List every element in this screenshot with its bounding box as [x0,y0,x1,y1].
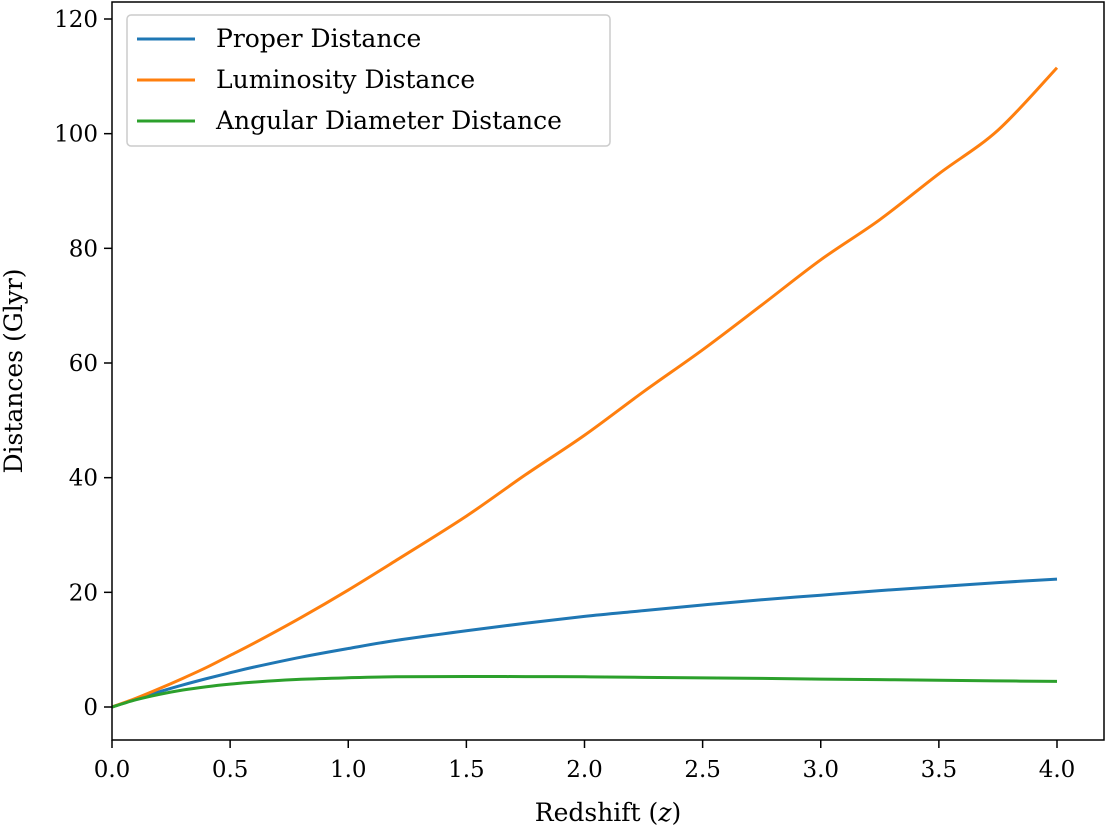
legend-box [126,14,611,147]
series-line-proper-distance [111,577,1058,709]
plot-frame [111,1,1105,741]
x-tick-label: 1.5 [448,757,485,783]
y-tick-label: 40 [69,466,98,492]
legend-label-angular-diameter-distance: Angular Diameter Distance [215,106,562,135]
x-axis: 0.0 0.5 1.0 1.5 2.0 2.5 3.0 3.5 4.0 [94,740,1076,783]
x-tick-label: 0.5 [212,757,249,783]
x-tick-label: 1.0 [330,757,367,783]
y-tick-label: 80 [69,236,98,262]
legend-label-proper-distance: Proper Distance [216,24,421,53]
x-tick-label: 2.5 [684,757,721,783]
y-tick-label: 120 [54,7,98,33]
series-layer [111,66,1059,709]
y-tick-label: 100 [54,122,98,148]
x-tick-label: 2.0 [566,757,603,783]
legend: Proper Distance Luminosity Distance Angula… [126,14,611,147]
y-axis: 0 20 40 60 80 100 120 [54,7,112,721]
legend-label-luminosity-distance: Luminosity Distance [216,65,475,94]
series-line-luminosity-distance [111,66,1059,709]
y-tick-label: 0 [83,695,98,721]
series-line-angular-diameter-distance [111,674,1058,709]
x-tick-label: 4.0 [1039,757,1076,783]
y-tick-label: 60 [69,351,98,377]
x-tick-label: 0.0 [94,757,131,783]
y-axis-label: Distances (Glyr) [0,268,28,473]
x-tick-label: 3.0 [802,757,839,783]
y-tick-label: 20 [69,580,98,606]
x-axis-label: Redshift (z) [535,798,682,827]
x-tick-label: 3.5 [921,757,958,783]
